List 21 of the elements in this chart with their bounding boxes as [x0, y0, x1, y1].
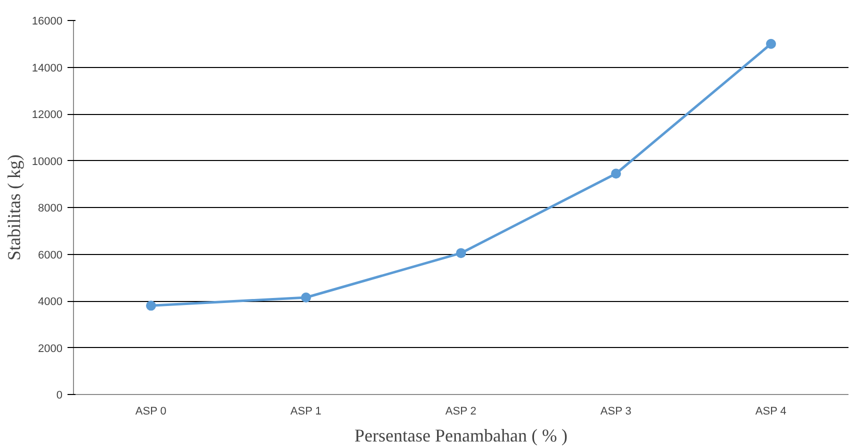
x-tick-label: ASP 1 [290, 406, 322, 418]
x-tick-label: ASP 4 [755, 406, 786, 418]
y-tick-label: 4000 [38, 296, 63, 308]
y-tick-label: 10000 [32, 156, 63, 168]
point [146, 300, 156, 311]
point [301, 292, 311, 302]
point [456, 248, 466, 258]
y-tick-label: 0 [56, 390, 63, 402]
y-tick-label: 16000 [32, 16, 63, 28]
y-tick-label: 12000 [32, 109, 63, 121]
y-tick-label: 14000 [32, 62, 63, 74]
y-tick-label: 6000 [38, 249, 63, 262]
x-tick-label: ASP 3 [600, 406, 632, 418]
x-tick-label: ASP 0 [135, 406, 166, 418]
y-axis-title: Stabilitas ( kg) [4, 154, 24, 260]
x-tick-label: ASP 2 [445, 406, 476, 418]
point [611, 168, 621, 179]
x-axis-title: Persentase Penambahan ( % ) [354, 426, 568, 446]
point [766, 38, 776, 49]
y-tick-label: 2000 [38, 342, 63, 355]
y-tick-label: 8000 [38, 202, 63, 214]
